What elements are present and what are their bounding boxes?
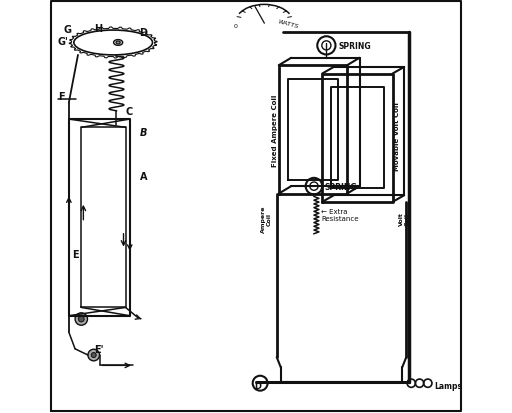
Text: 0: 0: [233, 24, 237, 29]
Circle shape: [75, 313, 88, 325]
Text: E': E': [95, 344, 104, 354]
Text: C: C: [125, 107, 133, 117]
Text: Lamps: Lamps: [434, 381, 462, 390]
Text: D: D: [139, 28, 147, 38]
Text: WATTS: WATTS: [276, 19, 298, 30]
Circle shape: [78, 316, 84, 322]
Text: SPRING: SPRING: [339, 42, 371, 51]
Text: Resistance: Resistance: [321, 215, 358, 221]
Circle shape: [91, 353, 96, 358]
Text: ← Extra: ← Extra: [321, 209, 348, 214]
Text: Ampere
Coil: Ampere Coil: [261, 205, 272, 233]
Ellipse shape: [116, 42, 120, 45]
Text: A: A: [140, 172, 147, 182]
Text: Fixed Ampere Coil: Fixed Ampere Coil: [272, 94, 278, 166]
Text: Movable Volt Coil: Movable Volt Coil: [394, 102, 400, 171]
Ellipse shape: [114, 40, 123, 46]
Text: F: F: [58, 92, 65, 102]
Text: E: E: [72, 249, 78, 259]
Text: D: D: [254, 381, 262, 390]
Text: G': G': [57, 37, 68, 47]
Circle shape: [88, 349, 99, 361]
Text: Volt
Coil: Volt Coil: [399, 212, 410, 226]
Text: H: H: [95, 24, 103, 34]
Text: SPRING: SPRING: [324, 182, 357, 191]
Text: B: B: [140, 128, 147, 138]
Text: G: G: [63, 25, 72, 35]
